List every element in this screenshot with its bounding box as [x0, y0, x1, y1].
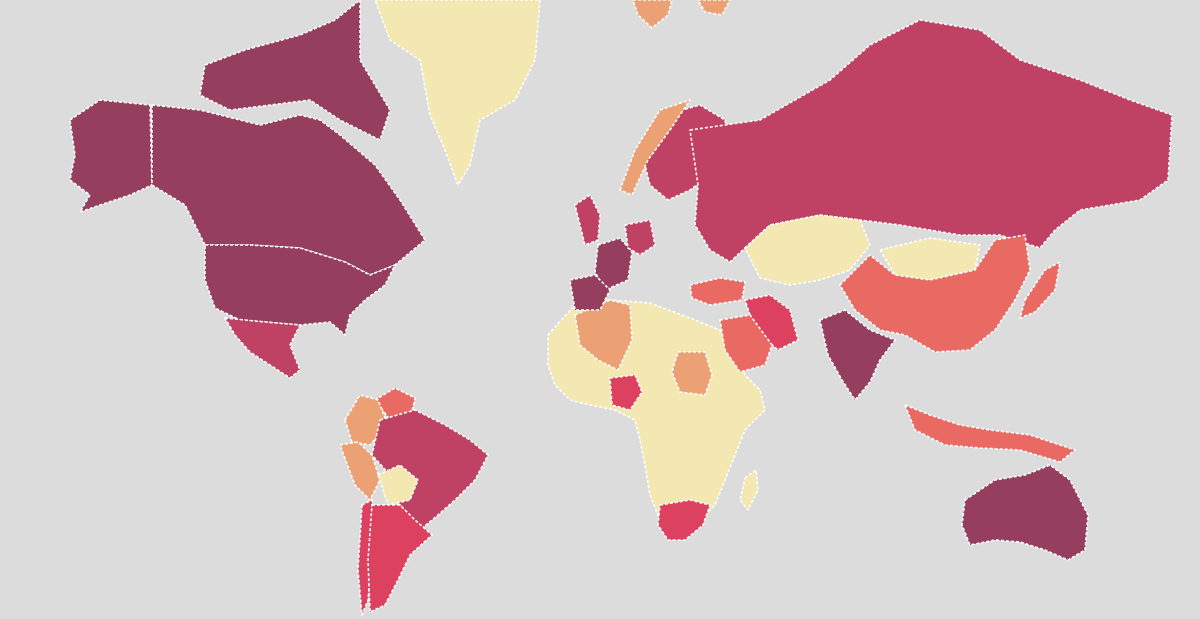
bolivia[interactable] — [377, 464, 419, 506]
spain[interactable] — [569, 274, 611, 311]
arctic-islands[interactable] — [199, 0, 391, 141]
india[interactable] — [819, 309, 896, 401]
saudi-arabia[interactable] — [719, 314, 773, 373]
sudan[interactable] — [671, 351, 713, 396]
peru[interactable] — [339, 441, 381, 501]
australia[interactable] — [961, 464, 1089, 561]
svalbard[interactable] — [697, 0, 731, 16]
france[interactable] — [594, 237, 633, 291]
argentina[interactable] — [367, 504, 433, 613]
united-kingdom[interactable] — [574, 194, 601, 246]
iceland[interactable] — [632, 0, 673, 29]
iran[interactable] — [744, 294, 799, 351]
chile[interactable] — [357, 499, 373, 616]
algeria[interactable] — [574, 299, 633, 371]
madagascar[interactable] — [739, 469, 759, 511]
nigeria[interactable] — [609, 374, 643, 411]
mexico[interactable] — [224, 317, 301, 379]
greenland[interactable] — [374, 0, 541, 186]
indonesia[interactable] — [904, 404, 1076, 463]
venezuela[interactable] — [374, 387, 416, 421]
canada[interactable] — [151, 104, 426, 276]
turkey[interactable] — [689, 277, 746, 306]
south-africa[interactable] — [657, 499, 711, 541]
japan[interactable] — [1019, 261, 1061, 319]
china[interactable] — [839, 234, 1031, 353]
norway[interactable] — [619, 99, 691, 196]
kazakhstan[interactable] — [744, 214, 871, 286]
russia[interactable] — [689, 19, 1173, 263]
alaska[interactable] — [69, 99, 153, 213]
united-states[interactable] — [204, 244, 396, 336]
germany[interactable] — [624, 219, 656, 256]
